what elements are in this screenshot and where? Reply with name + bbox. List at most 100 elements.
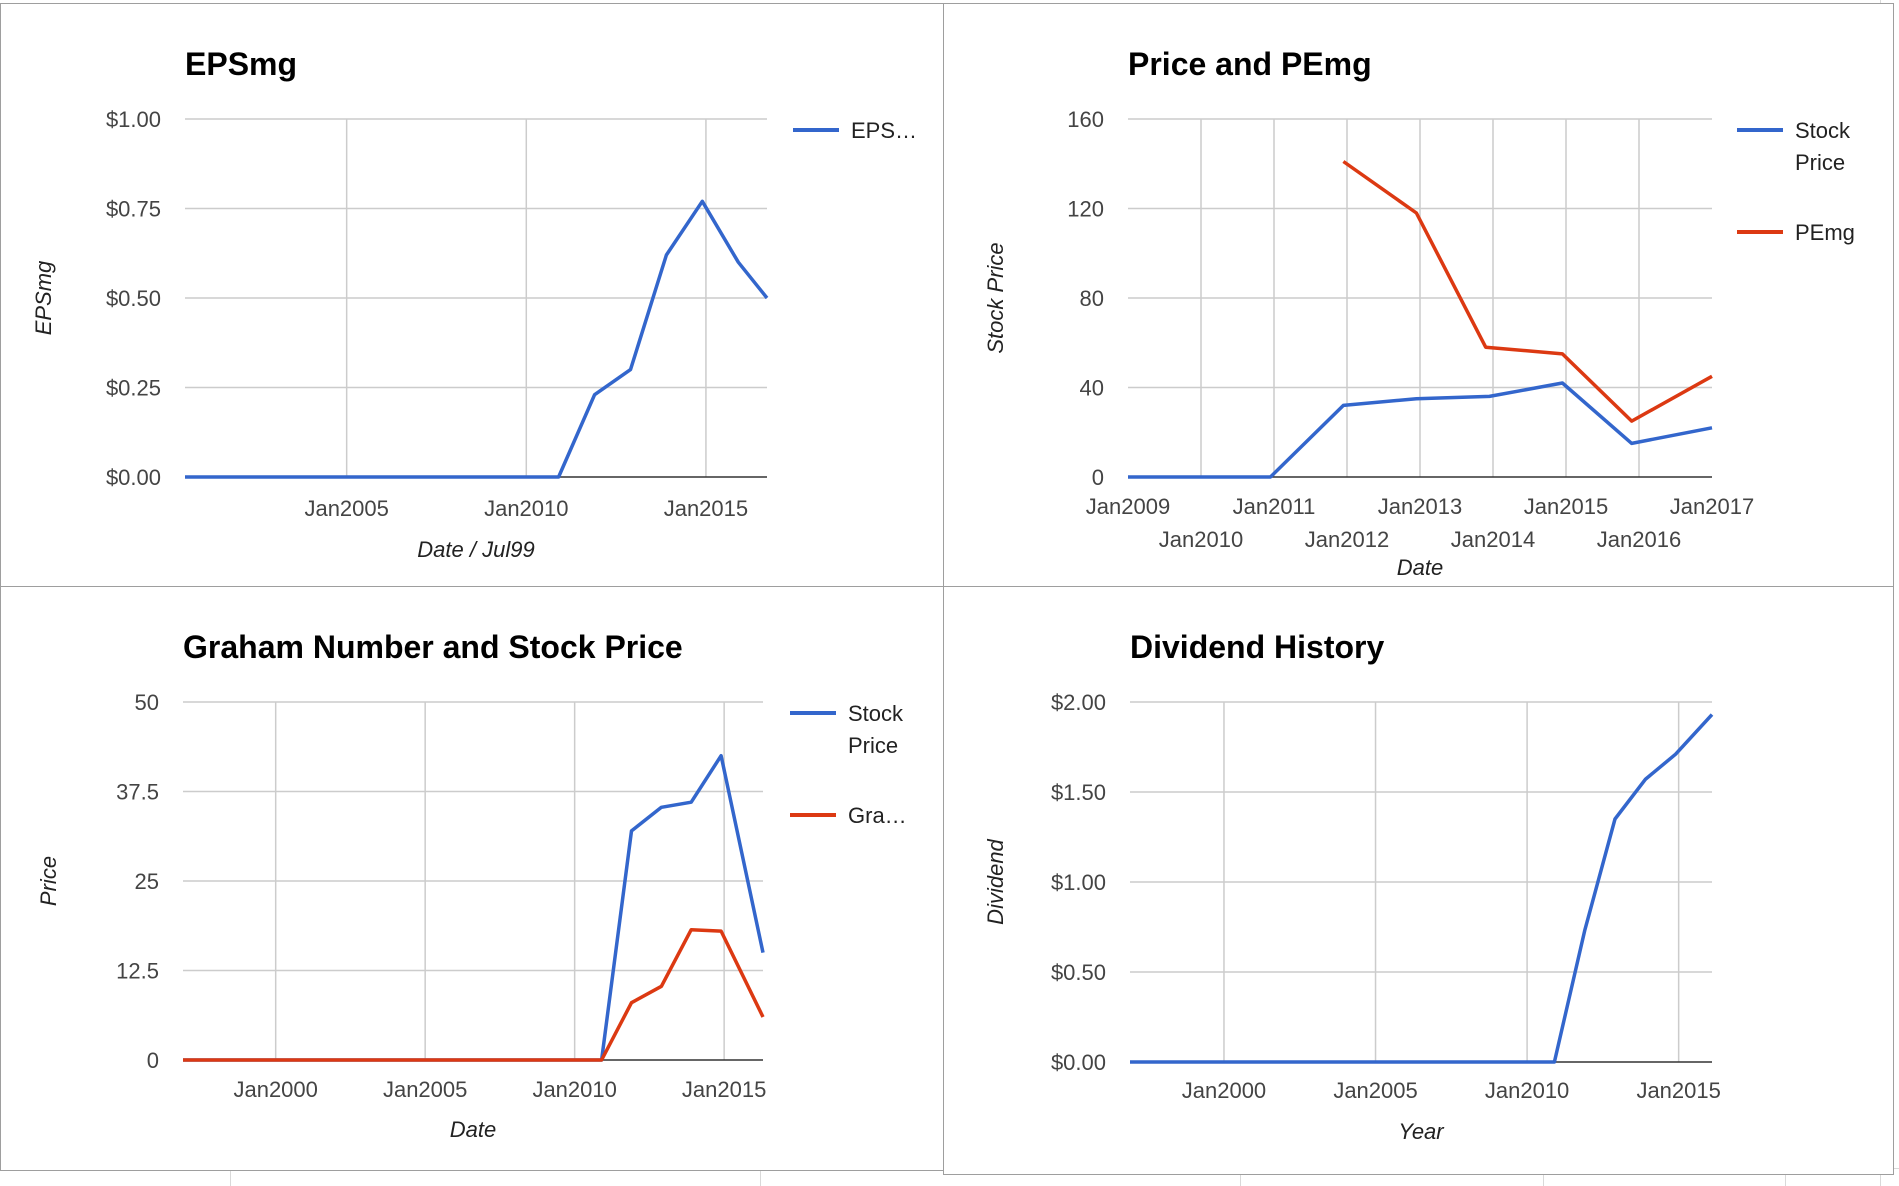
data-point[interactable] [658, 983, 664, 989]
data-point[interactable] [658, 804, 664, 810]
data-point[interactable] [1612, 816, 1618, 822]
y-tick-label: 0 [1092, 465, 1104, 490]
y-axis-title: EPSmg [31, 260, 56, 335]
y-tick-label: $0.75 [106, 197, 161, 222]
data-point[interactable] [1127, 1059, 1133, 1065]
data-point[interactable] [1340, 159, 1346, 165]
data-point[interactable] [1642, 776, 1648, 782]
legend-label: Gra… [848, 803, 907, 828]
data-point[interactable] [628, 828, 634, 834]
x-tick-label: Jan2000 [1182, 1078, 1266, 1103]
y-axis-title: Dividend [983, 838, 1008, 924]
data-point[interactable] [1551, 1059, 1557, 1065]
data-point[interactable] [1559, 351, 1565, 357]
data-point[interactable] [1267, 474, 1273, 480]
x-tick-label: Jan2010 [532, 1077, 616, 1102]
sheet-gridline [1240, 1168, 1241, 1186]
data-point[interactable] [688, 927, 694, 933]
x-axis-title: Date [450, 1117, 496, 1142]
data-point[interactable] [1125, 474, 1131, 480]
chart-graham-number: Graham Number and Stock Price 0 12.5 25 37.5… [36, 629, 907, 1142]
x-tick-label: Jan2015 [1524, 494, 1608, 519]
data-point[interactable] [1629, 440, 1635, 446]
y-tick-label: 12.5 [116, 959, 159, 984]
data-point[interactable] [718, 928, 724, 934]
y-tick-label: $0.00 [106, 465, 161, 490]
x-tick-label: Jan2010 [484, 496, 568, 521]
x-tick-label: Jan2014 [1451, 527, 1535, 552]
y-tick-label: 0 [147, 1048, 159, 1073]
data-point[interactable] [182, 474, 188, 480]
y-tick-label: $0.50 [1051, 960, 1106, 985]
y-tick-label: $1.00 [1051, 870, 1106, 895]
x-tick-label: Jan2012 [1305, 527, 1389, 552]
legend-label: EPS… [851, 118, 917, 143]
data-point[interactable] [1486, 393, 1492, 399]
x-tick-label: Jan2005 [1333, 1078, 1417, 1103]
chart-panel-epsmg[interactable]: EPSmg $0.00 $0.25 $0.50 $0.75 $1.00 Jan2005 Jan… [0, 3, 945, 588]
x-tick-label: Jan2000 [233, 1077, 317, 1102]
sheet-gridline [1785, 1168, 1786, 1186]
legend-item[interactable]: PEmg [1737, 220, 1855, 245]
data-point[interactable] [628, 1000, 634, 1006]
data-point[interactable] [1483, 344, 1489, 350]
legend-item[interactable]: Stock Price [790, 701, 904, 758]
data-point[interactable] [1340, 402, 1346, 408]
x-tick-label: Jan2016 [1597, 527, 1681, 552]
data-point[interactable] [663, 252, 669, 258]
data-point[interactable] [1413, 396, 1419, 402]
data-point[interactable] [760, 1014, 766, 1020]
chart-panel-dividend-history[interactable]: Dividend History $0.00 $0.50 $1.00 $1.50 $2.0… [943, 586, 1894, 1175]
y-tick-label: 37.5 [116, 780, 159, 805]
data-point[interactable] [1582, 928, 1588, 934]
data-point[interactable] [1413, 210, 1419, 216]
legend-label: Price [1795, 150, 1845, 175]
legend-item[interactable]: EPS… [793, 118, 917, 143]
chart-title: Graham Number and Stock Price [183, 629, 683, 665]
data-point[interactable] [1559, 380, 1565, 386]
series-line-gra[interactable] [183, 927, 765, 1062]
data-point[interactable] [735, 259, 741, 265]
legend-item[interactable]: Stock Price [1737, 118, 1851, 175]
y-tick-label: $0.00 [1051, 1050, 1106, 1075]
chart-panel-price-pemg[interactable]: Price and PEmg 0 40 80 120 160 Jan2009 Jan2010 J… [943, 3, 1894, 588]
legend-label: PEmg [1795, 220, 1855, 245]
data-point[interactable] [1709, 373, 1715, 379]
data-point[interactable] [1673, 751, 1679, 757]
series-line-stock-price[interactable] [1128, 381, 1713, 479]
y-axis-title: Stock Price [983, 242, 1008, 353]
data-point[interactable] [1629, 418, 1635, 424]
chart-title: Price and PEmg [1128, 46, 1372, 82]
data-point[interactable] [688, 799, 694, 805]
x-tick-label: Jan2017 [1670, 494, 1754, 519]
series-line-eps[interactable] [185, 199, 769, 479]
data-point[interactable] [556, 474, 562, 480]
y-axis-title: Price [36, 856, 61, 906]
x-tick-label: Jan2011 [1233, 494, 1316, 519]
data-point[interactable] [699, 198, 705, 204]
data-point[interactable] [1709, 425, 1715, 431]
data-point[interactable] [627, 367, 633, 373]
x-tick-label: Jan2015 [664, 496, 748, 521]
series-line-pemg[interactable] [1342, 160, 1713, 423]
data-point[interactable] [718, 753, 724, 759]
legend-label: Price [848, 733, 898, 758]
sheet-gridline [760, 1168, 761, 1186]
y-tick-label: 160 [1067, 107, 1104, 132]
legend-item[interactable]: Gra… [790, 803, 907, 828]
legend-label: Stock [1795, 118, 1851, 143]
x-tick-label: Jan2010 [1159, 527, 1243, 552]
data-point[interactable] [599, 1057, 605, 1063]
data-point[interactable] [180, 1057, 186, 1063]
y-tick-label: $0.50 [106, 286, 161, 311]
data-point[interactable] [760, 950, 766, 956]
sheet-gridline [230, 1168, 231, 1186]
data-point[interactable] [1709, 712, 1715, 718]
data-point[interactable] [592, 392, 598, 398]
y-tick-label: 120 [1067, 197, 1104, 222]
chart-panel-graham-number[interactable]: Graham Number and Stock Price 0 12.5 25 37.5… [0, 586, 945, 1171]
data-point[interactable] [764, 295, 770, 301]
series-line-stock-price[interactable] [183, 753, 765, 1062]
series-line-value[interactable] [1130, 713, 1714, 1064]
x-tick-label: Jan2005 [383, 1077, 467, 1102]
